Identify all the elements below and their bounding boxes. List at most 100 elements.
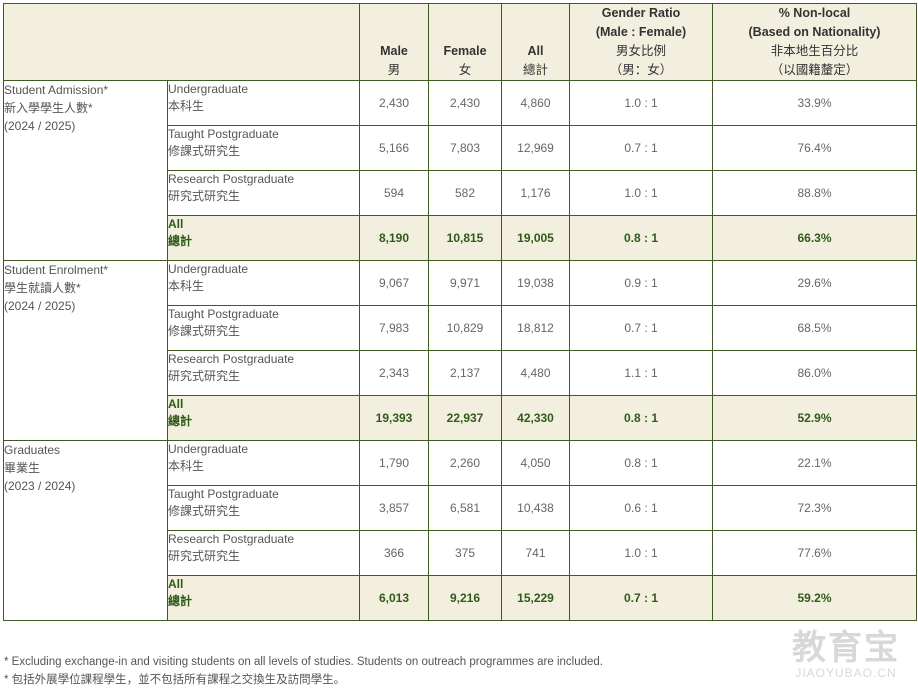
cell-nonlocal: 66.3% <box>712 215 917 261</box>
group-period: (2024 / 2025) <box>4 299 76 313</box>
footnote-zh: * 包括外展學位課程學生，並不包括所有課程之交換生及訪問學生。 <box>4 674 346 686</box>
study-level-zh: 總計 <box>168 414 193 428</box>
cell-female: 6,581 <box>428 485 502 531</box>
study-level: Taught Postgraduate 修課式研究生 <box>167 485 360 531</box>
study-level-zh: 修課式研究生 <box>168 324 241 338</box>
study-level-en: All <box>168 397 184 411</box>
cell-ratio: 1.1 : 1 <box>569 350 713 396</box>
table-row: Research Postgraduate 研究式研究生 366 375 741 1.0 … <box>4 530 917 576</box>
student-statistics-table: Male 男 Female 女 All 總計 Gender Ratio (Mal… <box>3 3 917 621</box>
cell-ratio: 1.0 : 1 <box>569 80 713 126</box>
cell-all: 1,176 <box>501 170 570 216</box>
study-level-zh: 修課式研究生 <box>168 504 241 518</box>
study-level: All 總計 <box>167 395 360 441</box>
cell-all: 15,229 <box>501 575 570 621</box>
cell-nonlocal: 88.8% <box>712 170 917 216</box>
cell-female: 10,829 <box>428 305 502 351</box>
study-level-en: All <box>168 217 184 231</box>
watermark-en: JIAOYUBAO.CN <box>795 666 897 680</box>
cell-male: 9,067 <box>359 260 429 306</box>
cell-nonlocal: 59.2% <box>712 575 917 621</box>
study-level-en: Undergraduate <box>168 82 249 96</box>
cell-female: 9,971 <box>428 260 502 306</box>
cell-ratio: 0.8 : 1 <box>569 395 713 441</box>
group-label-zh: 畢業生 <box>4 461 41 475</box>
study-level-zh: 修課式研究生 <box>168 144 241 158</box>
cell-ratio: 1.0 : 1 <box>569 530 713 576</box>
cell-all: 4,860 <box>501 80 570 126</box>
cell-ratio: 0.9 : 1 <box>569 260 713 306</box>
cell-male: 366 <box>359 530 429 576</box>
study-level-zh: 研究式研究生 <box>168 189 241 203</box>
table-row: Student Enrolment* 學生就讀人數* (2024 / 2025) Un… <box>3 260 917 441</box>
study-level-zh: 總計 <box>168 594 193 608</box>
cell-female: 582 <box>428 170 502 216</box>
cell-all: 4,050 <box>501 440 570 486</box>
cell-male: 6,013 <box>359 575 429 621</box>
cell-all: 19,038 <box>501 260 570 306</box>
group-label: Graduates 畢業生 (2023 / 2024) <box>3 440 168 621</box>
study-level-en: Research Postgraduate <box>168 532 295 546</box>
study-level-en: Research Postgraduate <box>168 352 295 366</box>
study-level: Research Postgraduate 研究式研究生 <box>167 350 360 396</box>
cell-all: 4,480 <box>501 350 570 396</box>
cell-male: 3,857 <box>359 485 429 531</box>
cell-ratio: 1.0 : 1 <box>569 170 713 216</box>
header-all: All 總計 <box>501 3 570 81</box>
study-level-en: All <box>168 577 184 591</box>
study-level-en: Taught Postgraduate <box>168 487 279 501</box>
table-total-row: All 總計 6,013 9,216 15,229 0.7 : 1 59.2% <box>4 575 917 621</box>
study-level: Taught Postgraduate 修課式研究生 <box>167 305 360 351</box>
cell-all: 10,438 <box>501 485 570 531</box>
cell-ratio: 0.6 : 1 <box>569 485 713 531</box>
group-label: Student Admission* 新入學學生人數* (2024 / 2025) <box>3 80 168 261</box>
group-period: (2023 / 2024) <box>4 479 76 493</box>
cell-female: 2,137 <box>428 350 502 396</box>
cell-nonlocal: 72.3% <box>712 485 917 531</box>
header-non-local: % Non-local (Based on Nationality) 非本地生百… <box>712 3 917 81</box>
cell-nonlocal: 76.4% <box>712 125 917 171</box>
table-row: Student Admission* 新入學學生人數* (2024 / 2025) U… <box>3 80 917 261</box>
table-body: Student Admission* 新入學學生人數* (2024 / 2025) U… <box>3 80 917 621</box>
cell-male: 1,790 <box>359 440 429 486</box>
cell-nonlocal: 33.9% <box>712 80 917 126</box>
study-level-en: Taught Postgraduate <box>168 307 279 321</box>
cell-ratio: 0.7 : 1 <box>569 125 713 171</box>
cell-female: 2,430 <box>428 80 502 126</box>
group-label-zh: 學生就讀人數* <box>4 281 81 295</box>
cell-all: 19,005 <box>501 215 570 261</box>
cell-all: 12,969 <box>501 125 570 171</box>
table-row: Taught Postgraduate 修課式研究生 5,166 7,803 12,96… <box>4 125 917 171</box>
cell-female: 7,803 <box>428 125 502 171</box>
group-label-en: Student Enrolment* <box>4 263 109 277</box>
cell-female: 22,937 <box>428 395 502 441</box>
study-level-zh: 總計 <box>168 234 193 248</box>
cell-ratio: 0.7 : 1 <box>569 575 713 621</box>
cell-nonlocal: 22.1% <box>712 440 917 486</box>
header-blank <box>3 3 360 81</box>
cell-ratio: 0.7 : 1 <box>569 305 713 351</box>
cell-nonlocal: 68.5% <box>712 305 917 351</box>
study-level-en: Research Postgraduate <box>168 172 295 186</box>
cell-all: 741 <box>501 530 570 576</box>
cell-female: 2,260 <box>428 440 502 486</box>
study-level: All 總計 <box>167 215 360 261</box>
study-level-en: Taught Postgraduate <box>168 127 279 141</box>
study-level-en: Undergraduate <box>168 262 249 276</box>
table-row: Research Postgraduate 研究式研究生 2,343 2,137 4,4… <box>4 350 917 396</box>
cell-male: 5,166 <box>359 125 429 171</box>
table-header-row: Male 男 Female 女 All 總計 Gender Ratio (Mal… <box>3 3 917 81</box>
study-level: Research Postgraduate 研究式研究生 <box>167 170 360 216</box>
group-label-en: Student Admission* <box>4 83 109 97</box>
cell-all: 18,812 <box>501 305 570 351</box>
header-female: Female 女 <box>428 3 502 81</box>
study-level-en: Undergraduate <box>168 442 249 456</box>
footnotes: * Excluding exchange-in and visiting stu… <box>4 653 603 689</box>
table-total-row: All 總計 8,190 10,815 19,005 0.8 : 1 66.3% <box>4 215 917 261</box>
cell-nonlocal: 29.6% <box>712 260 917 306</box>
study-level-zh: 研究式研究生 <box>168 549 241 563</box>
study-level: Undergraduate 本科生 <box>167 80 360 126</box>
cell-male: 8,190 <box>359 215 429 261</box>
cell-nonlocal: 52.9% <box>712 395 917 441</box>
study-level: Undergraduate 本科生 <box>167 440 360 486</box>
